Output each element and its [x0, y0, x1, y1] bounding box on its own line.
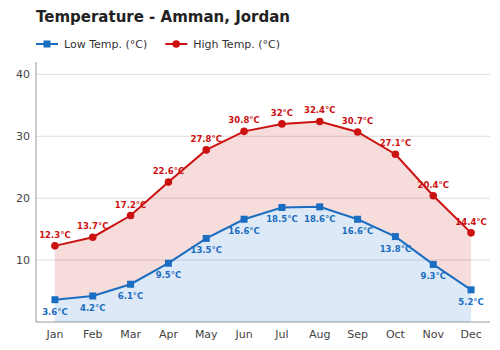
data-label: 9.5°C [156, 270, 182, 280]
data-labels: 3.6°C 4.2°C 6.1°C 9.5°C 13.5°C 16.6°C 18.5°C 18… [39, 105, 487, 316]
marker [278, 120, 286, 128]
legend-marker [44, 41, 51, 48]
marker [89, 293, 96, 300]
marker [127, 281, 134, 288]
marker [278, 204, 285, 211]
range-band [55, 121, 471, 299]
y-tick-label: 20 [16, 192, 30, 205]
series-line [55, 207, 471, 300]
marker [430, 261, 437, 268]
marker [467, 229, 475, 237]
data-label: 32.4°C [304, 105, 335, 115]
data-label: 30.8°C [228, 115, 259, 125]
marker [354, 128, 362, 136]
series-line [55, 121, 471, 245]
grid-line [36, 74, 490, 75]
x-tick-label: Sep [347, 328, 368, 341]
marker [89, 233, 97, 241]
data-label: 14.4°C [455, 217, 486, 227]
data-label: 13.8°C [380, 244, 411, 254]
data-label: 16.6°C [342, 226, 373, 236]
data-label: 18.5°C [266, 214, 297, 224]
legend: Low Temp. (°C) High Temp. (°C) [36, 38, 280, 51]
data-label: 6.1°C [118, 291, 144, 301]
data-label: 27.1°C [380, 138, 411, 148]
x-tick-label: Mar [120, 328, 141, 341]
x-tick-label: Feb [83, 328, 102, 341]
marker [316, 203, 323, 210]
x-tick-label: Jan [45, 328, 63, 341]
data-label: 9.3°C [420, 271, 446, 281]
data-label: 16.6°C [228, 226, 259, 236]
marker [165, 260, 172, 267]
data-label: 20.4°C [418, 180, 449, 190]
marker [468, 286, 475, 293]
x-tick-label: Jul [274, 328, 288, 341]
x-tick-label: Aug [309, 328, 330, 341]
title: Temperature - Amman, Jordan [36, 8, 290, 26]
marker [202, 146, 210, 154]
x-tick-label: Jun [234, 328, 252, 341]
marker [241, 216, 248, 223]
x-tick-label: Apr [159, 328, 179, 341]
data-label: 17.2°C [115, 200, 146, 210]
y-tick-label: 30 [16, 130, 30, 143]
x-tick-label: Oct [386, 328, 406, 341]
marker [203, 235, 210, 242]
data-label: 18.6°C [304, 214, 335, 224]
legend-label: High Temp. (°C) [193, 38, 280, 51]
marker [240, 128, 248, 136]
marker [429, 192, 437, 200]
marker [51, 296, 58, 303]
marker [392, 233, 399, 240]
data-label: 13.7°C [77, 221, 108, 231]
data-label: 4.2°C [80, 303, 106, 313]
x-tick-label: May [195, 328, 218, 341]
marker [51, 242, 59, 250]
y-axis-line [36, 62, 37, 322]
y-tick-label: 40 [16, 68, 30, 81]
data-label: 32°C [271, 108, 293, 118]
plot-area [51, 118, 475, 322]
data-label: 13.5°C [191, 245, 222, 255]
marker [127, 212, 135, 220]
legend-label: Low Temp. (°C) [64, 38, 147, 51]
marker [354, 216, 361, 223]
data-label: 27.8°C [191, 134, 222, 144]
chart: Temperature - Amman, Jordan 10 20 30 40 Jan Fe… [0, 0, 500, 350]
marker [392, 150, 400, 158]
y-tick-label: 10 [16, 254, 30, 267]
data-label: 5.2°C [458, 297, 484, 307]
data-label: 12.3°C [39, 230, 70, 240]
data-label: 30.7°C [342, 116, 373, 126]
legend-marker [172, 40, 180, 48]
data-label: 22.6°C [153, 166, 184, 176]
x-tick-label: Nov [423, 328, 445, 341]
marker [165, 178, 173, 186]
marker [316, 118, 324, 126]
x-tick-label: Dec [460, 328, 481, 341]
data-label: 3.6°C [42, 307, 68, 317]
